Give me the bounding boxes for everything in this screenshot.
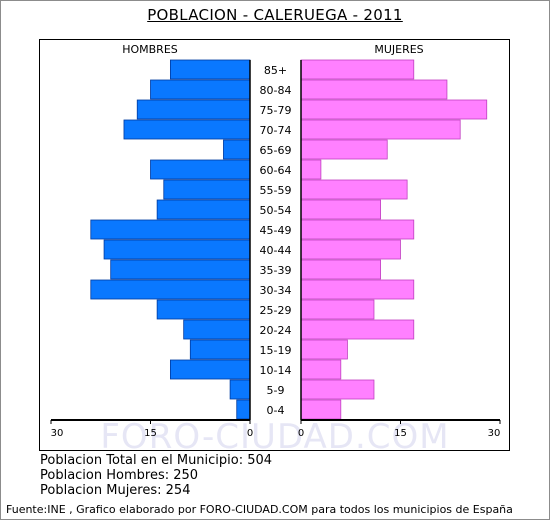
age-label-10-14: 10-14 <box>260 364 292 377</box>
age-label-75-79: 75-79 <box>260 104 292 117</box>
bar-hombres-80-84 <box>150 79 251 100</box>
age-label-40-44: 40-44 <box>260 244 292 257</box>
bar-mujeres-25-29 <box>300 299 375 320</box>
bar-hombres-60-64 <box>150 159 251 180</box>
bar-hombres-20-24 <box>183 319 251 340</box>
bar-mujeres-20-24 <box>300 319 415 340</box>
bar-mujeres-65-69 <box>300 139 388 160</box>
tick-label-4: 15 <box>394 428 407 439</box>
bar-hombres-30-34 <box>90 279 251 300</box>
tick-label-3: 0 <box>298 428 304 439</box>
bar-mujeres-30-34 <box>300 279 415 300</box>
bar-hombres-45-49 <box>90 219 251 240</box>
bar-mujeres-70-74 <box>300 119 461 140</box>
stat-total: Poblacion Total en el Municipio: 504 <box>40 453 273 468</box>
watermark-text: FORO-CIUDAD.COM <box>100 417 449 457</box>
bar-mujeres-60-64 <box>300 159 322 180</box>
bar-hombres-65-69 <box>223 139 251 160</box>
age-label-35-39: 35-39 <box>260 264 292 277</box>
bar-mujeres-80-84 <box>300 79 448 100</box>
legend-hombres: HOMBRES <box>122 43 178 56</box>
age-label-55-59: 55-59 <box>260 184 292 197</box>
footer-source: Fuente:INE , Grafico elaborado por FORO-… <box>6 503 513 516</box>
legend-mujeres: MUJERES <box>374 43 423 56</box>
stats-block: Poblacion Total en el Municipio: 504 Pob… <box>40 453 272 498</box>
age-label-20-24: 20-24 <box>260 324 292 337</box>
bar-mujeres-45-49 <box>300 219 415 240</box>
bar-hombres-40-44 <box>103 239 251 260</box>
age-label-15-19: 15-19 <box>260 344 292 357</box>
age-label-0-4: 0-4 <box>267 404 285 417</box>
bar-hombres-70-74 <box>123 119 251 140</box>
age-label-65-69: 65-69 <box>260 144 292 157</box>
tick-label-2: 0 <box>247 428 253 439</box>
bar-mujeres-55-59 <box>300 179 408 200</box>
bar-mujeres-85+ <box>300 59 415 80</box>
bar-hombres-0-4 <box>236 399 251 420</box>
age-label-50-54: 50-54 <box>260 204 292 217</box>
bar-hombres-5-9 <box>229 379 251 400</box>
bar-mujeres-5-9 <box>300 379 375 400</box>
chart-title: POBLACION - CALERUEGA - 2011 <box>147 6 403 24</box>
bar-hombres-85+ <box>169 59 251 80</box>
bar-mujeres-35-39 <box>300 259 381 280</box>
age-label-80-84: 80-84 <box>260 84 292 97</box>
age-label-60-64: 60-64 <box>260 164 292 177</box>
stat-hombres: Poblacion Hombres: 250 <box>40 468 199 483</box>
age-label-5-9: 5-9 <box>267 384 285 397</box>
bar-mujeres-75-79 <box>300 99 488 120</box>
tick-label-1: 15 <box>144 428 157 439</box>
tick-label-5: 30 <box>488 428 501 439</box>
age-label-25-29: 25-29 <box>260 304 292 317</box>
bar-mujeres-0-4 <box>300 399 342 420</box>
age-label-45-49: 45-49 <box>260 224 292 237</box>
tick-label-0: 30 <box>51 428 64 439</box>
age-label-85+: 85+ <box>264 64 287 77</box>
chart-frame <box>39 39 510 451</box>
stat-mujeres: Poblacion Mujeres: 254 <box>40 483 191 498</box>
bar-hombres-10-14 <box>169 359 251 380</box>
bar-hombres-35-39 <box>110 259 251 280</box>
bar-hombres-50-54 <box>156 199 251 220</box>
bar-hombres-75-79 <box>136 99 251 120</box>
bar-mujeres-10-14 <box>300 359 342 380</box>
age-label-30-34: 30-34 <box>260 284 292 297</box>
bar-mujeres-50-54 <box>300 199 381 220</box>
bar-mujeres-15-19 <box>300 339 348 360</box>
bar-mujeres-40-44 <box>300 239 401 260</box>
bar-hombres-25-29 <box>156 299 251 320</box>
bar-hombres-55-59 <box>163 179 251 200</box>
bar-hombres-15-19 <box>189 339 251 360</box>
age-label-70-74: 70-74 <box>260 124 292 137</box>
